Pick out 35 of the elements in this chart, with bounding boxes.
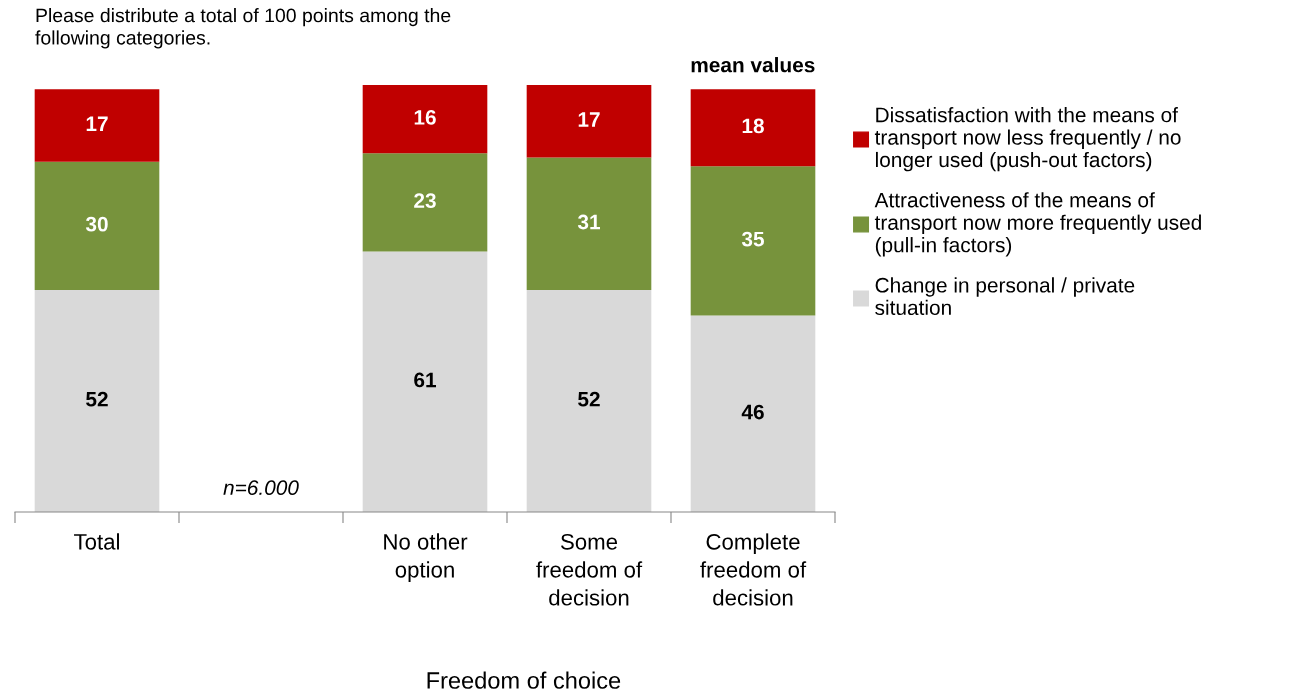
bar [362,85,488,154]
bar [526,85,652,158]
data-label: 17 [578,112,600,127]
data-label: 30 [85,216,108,232]
bar [362,153,488,252]
x-tick-label: Complete freedom of decision [700,533,807,606]
text: Please distribute a total of 100 points among the following categories. [35,8,451,49]
annotation: n=6.000 [223,480,299,496]
data-label: 46 [741,404,764,420]
bar [34,161,160,290]
bar [690,166,816,316]
x-tick-label: No other option [384,533,468,583]
bar [362,251,488,512]
bar [690,89,816,167]
data-label: 52 [578,391,600,407]
x-axis-title: Freedom of choice [427,671,621,689]
bar [34,289,160,512]
data-label: 61 [414,372,437,388]
data-label: 31 [577,214,601,230]
data-label: 23 [414,193,436,209]
legend-label: Dissatisfaction with the means of transport now less frequently / no longer used (push-out factors) [874,107,1181,172]
text: mean values [691,57,815,73]
data-label: 18 [742,118,764,134]
legend-label: Attractiveness of the means of transport now more frequently used (pull-in factors) [874,192,1201,257]
data-label: 52 [86,391,108,407]
data-label: 16 [414,110,436,125]
bar [526,289,652,512]
legend-label: Change in personal / private situation [875,277,1135,316]
x-tick-label: Total [74,533,119,550]
bar [690,315,816,512]
data-label: 17 [86,116,108,131]
bar [526,157,652,290]
x-tick-label: Some freedom of decision [536,533,643,606]
data-label: 35 [741,231,765,247]
bar [34,89,160,162]
